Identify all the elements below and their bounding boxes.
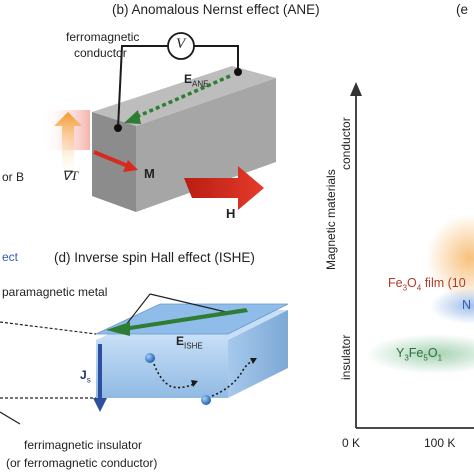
electron-path-arrowhead-1: [191, 380, 198, 387]
ishe-field-arrow: [106, 308, 248, 336]
grad-t-label: ∇T: [62, 168, 78, 183]
ane-field-subscript: ANE: [192, 79, 209, 89]
yig-label: Y3Fe5O1: [396, 346, 442, 363]
ishe-field-label: EISHE: [176, 334, 203, 350]
magnetization-arrow: [93, 150, 129, 168]
insulator-line1: ferrimagnetic insulator: [24, 438, 143, 452]
spin-current-label: Js: [80, 368, 91, 384]
electron-path-arrowhead-2: [250, 358, 257, 364]
y-axis-arrowhead: [350, 82, 362, 96]
y-axis-top-label: conductor: [339, 117, 353, 170]
y-axis-title: Magnetic materials: [324, 169, 338, 270]
y-axis-bottom-label: insulator: [339, 334, 353, 380]
electrode-right: [234, 68, 242, 76]
yig-o: O: [427, 346, 438, 360]
spin-current-arrowhead: [93, 398, 107, 412]
yig-y: Y: [396, 346, 405, 360]
ane-field-arrow: [133, 74, 231, 120]
yig-sub2: 5: [423, 353, 428, 363]
conductor-label: conductor: [74, 46, 127, 60]
pointer-line-1: [0, 321, 97, 335]
slab-side-face: [228, 310, 288, 398]
electron-icon-2: [201, 395, 211, 405]
ishe-field-symbol: E: [176, 334, 185, 348]
x-tick-0k: 0 K: [342, 436, 361, 450]
ane-field-arrowhead: [124, 110, 141, 124]
ferromagnetic-label: ferromagnetic: [66, 30, 140, 44]
metal-pointer-line-2: [149, 293, 227, 313]
magnetization-label: M: [144, 166, 155, 181]
fe3o4-region: [426, 214, 474, 302]
ane-field-label: EANE: [184, 72, 208, 88]
panel-b-label: (b) Anomalous Nernst effect (ANE): [112, 2, 320, 17]
panel-e-label: (e: [456, 2, 469, 17]
voltmeter-wire-left: [117, 45, 168, 129]
yig-region: [366, 334, 474, 374]
ishe-diagram: [0, 293, 289, 425]
electron-path-2: [211, 359, 255, 397]
fe3o4-sub1: 3: [402, 283, 408, 293]
h-field-label: H: [226, 206, 236, 221]
insulator-line2: (or ferromagnetic conductor): [6, 456, 158, 470]
fe3o4-o: O: [407, 276, 417, 290]
slab-front-face: [96, 340, 228, 398]
ishe-field-subscript: ISHE: [184, 341, 203, 351]
voltmeter-wire-right: [194, 45, 239, 72]
voltmeter-icon: [167, 32, 195, 60]
h-field-arrow: [184, 166, 264, 210]
panel-d-label: (d) Inverse spin Hall effect (ISHE): [54, 250, 255, 265]
n-region: [430, 288, 474, 324]
electron-path-1: [153, 363, 195, 389]
yig-fe: Fe: [408, 346, 424, 360]
effect-fragment: ect: [2, 250, 19, 264]
electron-icon-1: [145, 353, 155, 363]
n-material-fragment: N: [462, 298, 472, 312]
or-b-fragment: or B: [2, 170, 25, 184]
pointer-line-3: [0, 411, 21, 425]
ane-field-symbol: E: [184, 72, 193, 86]
fe3o4-fe: Fe: [388, 276, 403, 290]
ane-diagram: [40, 32, 276, 212]
conductor-block-side: [136, 78, 276, 212]
paramagnetic-metal-label: paramagnetic metal: [2, 285, 108, 299]
fe3o4-label: Fe3O4 film (10: [388, 276, 466, 293]
yig-sub1: 3: [404, 353, 409, 363]
magnetization-arrowhead: [123, 160, 138, 172]
voltmeter-symbol: V: [176, 36, 186, 52]
fe3o4-sub2: 4: [416, 283, 422, 293]
materials-plot: [350, 82, 474, 429]
spin-current-symbol: J: [80, 368, 87, 382]
spin-current-subscript: s: [86, 375, 91, 385]
x-tick-100k: 100 K: [424, 436, 456, 450]
yig-sub3: 1: [437, 353, 443, 363]
fe3o4-suffix: film (10: [421, 276, 466, 290]
temperature-gradient-arrow: [54, 112, 82, 168]
electrode-left: [114, 124, 122, 132]
